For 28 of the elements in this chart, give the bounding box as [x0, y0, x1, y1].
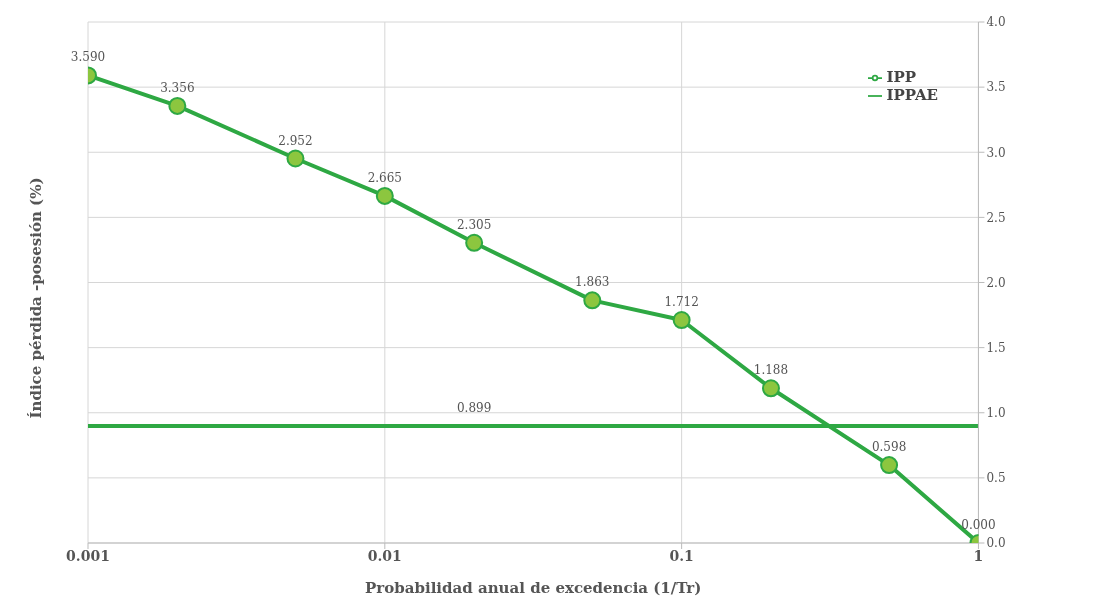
data-label: 1.188 [753, 363, 789, 378]
data-label: 1.712 [664, 295, 699, 310]
data-label: 0.598 [871, 440, 907, 455]
data-label: 0.000 [961, 518, 996, 532]
data-label: 2.305 [456, 217, 492, 232]
y-tick-label: 1.0 [986, 406, 1006, 421]
data-label: 2.665 [367, 170, 402, 185]
data-label: 1.863 [575, 275, 610, 290]
y-tick-label: 2.5 [986, 210, 1006, 225]
data-label: 2.952 [278, 133, 313, 148]
data-label: 3.590 [70, 50, 106, 65]
legend-label: IPP [886, 68, 917, 86]
legend-label: IPPAE [886, 86, 938, 104]
data-label: 0.899 [456, 400, 492, 415]
x-tick-label: 0.1 [669, 547, 694, 564]
x-tick-label: 1 [973, 547, 984, 564]
x-tick-label: 0.001 [66, 547, 110, 564]
x-tick-label: 0.01 [367, 547, 402, 564]
data-label: 3.356 [160, 80, 195, 95]
x-axis-title: Probabilidad anual de excedencia (1/Tr) [365, 579, 702, 597]
y-tick-label: 3.0 [986, 145, 1006, 160]
y-tick-label: 1.5 [986, 340, 1006, 355]
y-tick-label: 3.5 [986, 80, 1006, 95]
y-tick-label: 4.0 [986, 15, 1006, 30]
y-tick-label: 0.0 [986, 536, 1006, 551]
y-axis-title: Índice pérdida -posesión (%) [27, 177, 45, 419]
y-tick-label: 2.0 [986, 275, 1006, 290]
y-tick-label: 0.5 [986, 471, 1006, 486]
